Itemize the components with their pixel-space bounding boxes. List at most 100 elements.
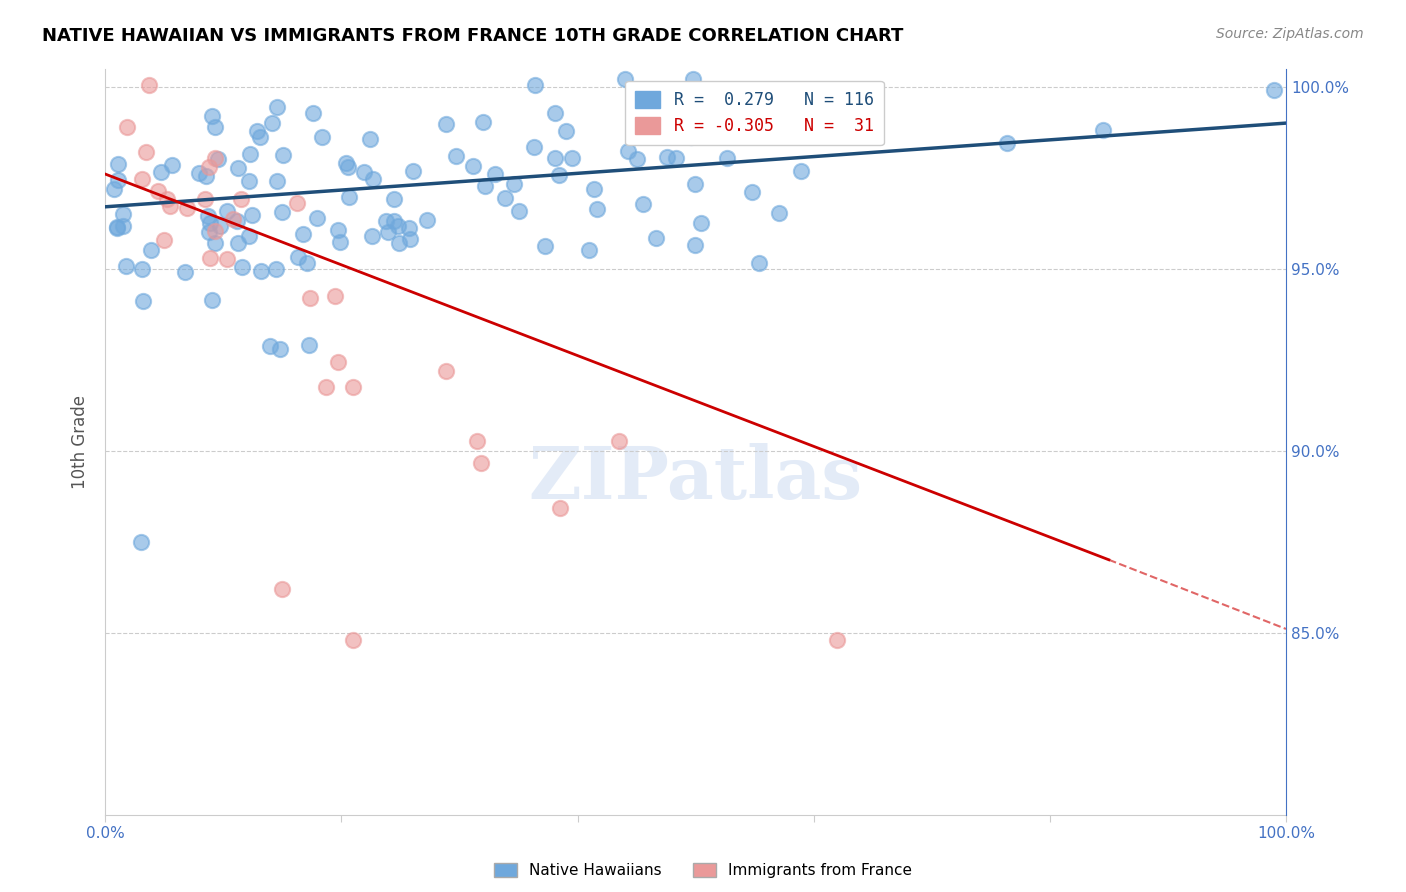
Native Hawaiians (295, 256, 318, 270)
Immigrants from France (135, 145, 157, 159)
Text: NATIVE HAWAIIAN VS IMMIGRANTS FROM FRANCE 10TH GRADE CORRELATION CHART: NATIVE HAWAIIAN VS IMMIGRANTS FROM FRANC… (42, 27, 904, 45)
Immigrants from France (156, 192, 179, 206)
Native Hawaiians (664, 103, 686, 118)
Native Hawaiians (269, 342, 291, 356)
Legend: Native Hawaiians, Immigrants from France: Native Hawaiians, Immigrants from France (488, 857, 918, 884)
Native Hawaiians (271, 147, 294, 161)
Native Hawaiians (266, 100, 288, 114)
Immigrants from France (434, 364, 457, 378)
Native Hawaiians (200, 216, 222, 230)
Immigrants from France (299, 291, 322, 305)
Immigrants from France (222, 212, 245, 227)
Native Hawaiians (103, 182, 125, 196)
Native Hawaiians (337, 190, 360, 204)
Native Hawaiians (748, 256, 770, 270)
Native Hawaiians (215, 204, 238, 219)
Immigrants from France (285, 196, 308, 211)
Native Hawaiians (150, 165, 173, 179)
Native Hawaiians (208, 219, 231, 233)
Native Hawaiians (773, 122, 796, 136)
Immigrants from France (342, 632, 364, 647)
Native Hawaiians (329, 235, 352, 249)
Native Hawaiians (444, 149, 467, 163)
Native Hawaiians (335, 156, 357, 170)
Native Hawaiians (188, 166, 211, 180)
Native Hawaiians (382, 214, 405, 228)
Immigrants from France (204, 224, 226, 238)
Native Hawaiians (114, 259, 136, 273)
Native Hawaiians (292, 227, 315, 241)
Native Hawaiians (685, 177, 707, 191)
Native Hawaiians (264, 261, 287, 276)
Native Hawaiians (494, 191, 516, 205)
Native Hawaiians (271, 205, 294, 219)
Native Hawaiians (463, 159, 485, 173)
Immigrants from France (550, 500, 572, 515)
Immigrants from France (198, 160, 221, 174)
Native Hawaiians (388, 235, 411, 250)
Immigrants from France (138, 78, 160, 92)
Native Hawaiians (360, 228, 382, 243)
Native Hawaiians (690, 216, 713, 230)
Native Hawaiians (107, 172, 129, 186)
Native Hawaiians (436, 117, 458, 131)
Native Hawaiians (111, 219, 134, 233)
Native Hawaiians (502, 177, 524, 191)
Native Hawaiians (614, 72, 637, 87)
Native Hawaiians (585, 202, 607, 217)
Immigrants from France (271, 582, 294, 596)
Native Hawaiians (524, 78, 547, 92)
Immigrants from France (159, 199, 181, 213)
Native Hawaiians (226, 161, 249, 176)
Native Hawaiians (716, 151, 738, 165)
Native Hawaiians (361, 172, 384, 186)
Native Hawaiians (207, 153, 229, 167)
Native Hawaiians (534, 238, 557, 252)
Immigrants from France (115, 120, 138, 134)
Native Hawaiians (374, 214, 396, 228)
Immigrants from France (326, 355, 349, 369)
Native Hawaiians (129, 534, 152, 549)
Native Hawaiians (131, 261, 153, 276)
Native Hawaiians (578, 244, 600, 258)
Native Hawaiians (240, 208, 263, 222)
Immigrants from France (323, 289, 346, 303)
Native Hawaiians (359, 132, 381, 146)
Native Hawaiians (139, 244, 162, 258)
Immigrants from France (342, 379, 364, 393)
Native Hawaiians (107, 157, 129, 171)
Native Hawaiians (683, 238, 706, 252)
Native Hawaiians (132, 294, 155, 309)
Native Hawaiians (768, 206, 790, 220)
Native Hawaiians (471, 115, 494, 129)
Native Hawaiians (198, 225, 221, 239)
Native Hawaiians (382, 192, 405, 206)
Native Hawaiians (544, 105, 567, 120)
Native Hawaiians (544, 151, 567, 165)
Native Hawaiians (681, 129, 703, 144)
Native Hawaiians (657, 150, 679, 164)
Immigrants from France (152, 233, 174, 247)
Immigrants from France (465, 434, 488, 449)
Native Hawaiians (302, 106, 325, 120)
Immigrants from France (176, 202, 198, 216)
Native Hawaiians (617, 144, 640, 158)
Native Hawaiians (107, 219, 129, 234)
Native Hawaiians (995, 136, 1018, 150)
Native Hawaiians (523, 139, 546, 153)
Native Hawaiians (665, 151, 688, 165)
Native Hawaiians (200, 109, 222, 123)
Native Hawaiians (474, 178, 496, 193)
Native Hawaiians (225, 214, 247, 228)
Native Hawaiians (740, 109, 762, 123)
Native Hawaiians (645, 231, 668, 245)
Native Hawaiians (249, 264, 271, 278)
Native Hawaiians (226, 235, 249, 250)
Native Hawaiians (1091, 122, 1114, 136)
Native Hawaiians (238, 228, 260, 243)
Native Hawaiians (353, 164, 375, 178)
Native Hawaiians (259, 339, 281, 353)
Native Hawaiians (387, 219, 409, 234)
Native Hawaiians (307, 211, 329, 226)
Native Hawaiians (336, 160, 359, 174)
